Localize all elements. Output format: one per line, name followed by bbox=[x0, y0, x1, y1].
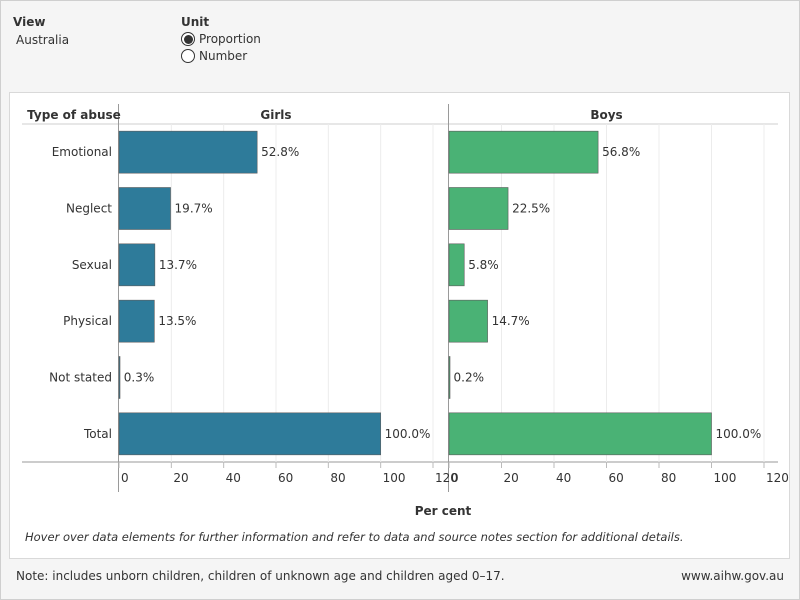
footer-note: Note: includes unborn children, children… bbox=[16, 569, 505, 583]
x-tick-label: 20 bbox=[504, 471, 519, 485]
data-label: 5.8% bbox=[468, 258, 499, 272]
footer-site[interactable]: www.aihw.gov.au bbox=[681, 569, 784, 583]
bar-boys[interactable] bbox=[448, 187, 509, 230]
category-label: Total bbox=[83, 427, 112, 441]
unit-label: Unit bbox=[181, 15, 210, 29]
category-label: Sexual bbox=[72, 258, 112, 272]
data-label: 0.3% bbox=[124, 371, 155, 385]
bar-girls[interactable] bbox=[118, 130, 258, 174]
bar-girls[interactable] bbox=[118, 356, 121, 399]
x-tick-label: 20 bbox=[173, 471, 188, 485]
data-label: 13.5% bbox=[158, 314, 196, 328]
x-tick-label: 60 bbox=[278, 471, 293, 485]
data-label: 100.0% bbox=[716, 427, 762, 441]
bar-girls[interactable] bbox=[118, 412, 381, 456]
data-label: 100.0% bbox=[385, 427, 431, 441]
unit-option-proportion-label: Proportion bbox=[199, 32, 261, 46]
bar-boys[interactable] bbox=[448, 130, 599, 174]
bar-boys[interactable] bbox=[448, 412, 712, 456]
bar-boys[interactable] bbox=[448, 299, 488, 343]
unit-option-proportion[interactable]: Proportion bbox=[181, 32, 261, 46]
radio-selected-icon[interactable] bbox=[181, 32, 195, 46]
x-tick-label: 40 bbox=[556, 471, 571, 485]
category-label: Neglect bbox=[66, 202, 112, 216]
panel-header-girls: Girls bbox=[260, 108, 291, 122]
data-label: 14.7% bbox=[492, 314, 530, 328]
view-value[interactable]: Australia bbox=[16, 33, 70, 47]
data-label: 0.2% bbox=[454, 371, 485, 385]
x-tick-label: 80 bbox=[661, 471, 676, 485]
hover-note: Hover over data elements for further inf… bbox=[25, 530, 683, 544]
bar-boys[interactable] bbox=[448, 243, 465, 287]
panel-header-boys: Boys bbox=[590, 108, 622, 122]
data-label: 19.7% bbox=[175, 202, 213, 216]
bar-girls[interactable] bbox=[118, 243, 156, 287]
x-tick-label: 120 bbox=[435, 471, 458, 485]
x-tick-label: 120 bbox=[766, 471, 789, 485]
x-tick-label: 80 bbox=[330, 471, 345, 485]
data-label: 56.8% bbox=[602, 145, 640, 159]
category-header: Type of abuse bbox=[27, 108, 121, 122]
radio-unselected-icon[interactable] bbox=[181, 49, 195, 63]
x-tick-label: 100 bbox=[714, 471, 737, 485]
unit-option-number[interactable]: Number bbox=[181, 49, 247, 63]
bar-boys[interactable] bbox=[448, 356, 451, 399]
x-tick-label: 0 bbox=[121, 471, 129, 485]
data-label: 52.8% bbox=[261, 145, 299, 159]
x-tick-label: 0 bbox=[451, 471, 459, 485]
category-label: Physical bbox=[63, 314, 112, 328]
bar-girls[interactable] bbox=[118, 299, 155, 343]
x-axis-title: Per cent bbox=[415, 504, 472, 518]
view-label: View bbox=[13, 15, 46, 29]
category-label: Emotional bbox=[52, 145, 112, 159]
data-label: 22.5% bbox=[512, 202, 550, 216]
bar-girls[interactable] bbox=[118, 187, 171, 230]
category-label: Not stated bbox=[49, 371, 112, 385]
unit-option-number-label: Number bbox=[199, 49, 248, 63]
x-tick-label: 100 bbox=[383, 471, 406, 485]
data-label: 13.7% bbox=[159, 258, 197, 272]
x-tick-label: 60 bbox=[609, 471, 624, 485]
x-tick-label: 40 bbox=[226, 471, 241, 485]
